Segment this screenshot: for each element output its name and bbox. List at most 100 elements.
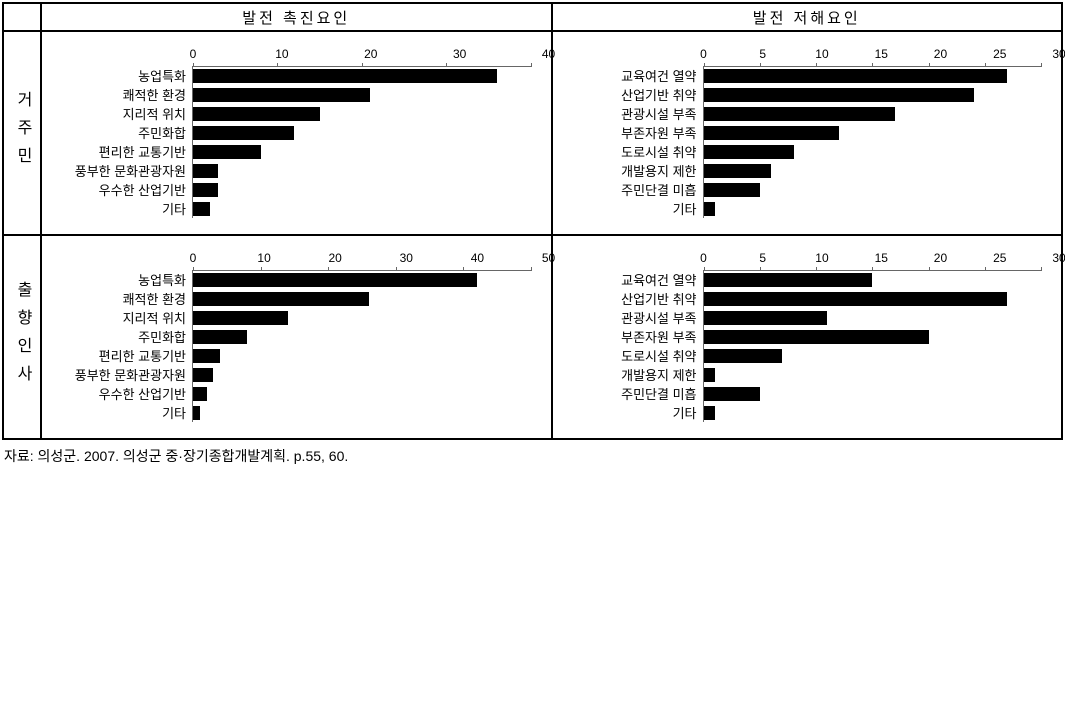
bar bbox=[193, 164, 218, 178]
bar bbox=[704, 164, 772, 178]
category-label: 지리적 위치 bbox=[50, 104, 192, 123]
x-tick-label: 10 bbox=[257, 251, 270, 265]
category-label: 지리적 위치 bbox=[50, 308, 192, 327]
x-tick-label: 0 bbox=[190, 251, 197, 265]
column-header-1: 발전 촉진요인 bbox=[41, 3, 552, 31]
category-label: 기타 bbox=[561, 403, 703, 422]
category-label: 편리한 교통기반 bbox=[50, 346, 192, 365]
category-label: 기타 bbox=[50, 403, 192, 422]
bar bbox=[704, 202, 715, 216]
category-label: 주민단결 미흡 bbox=[561, 180, 703, 199]
x-tick-label: 25 bbox=[993, 47, 1006, 61]
corner-cell bbox=[3, 3, 41, 31]
x-tick-label: 0 bbox=[700, 47, 707, 61]
category-label: 교육여건 열약 bbox=[561, 66, 703, 85]
category-label: 도로시설 취약 bbox=[561, 346, 703, 365]
bar bbox=[193, 183, 218, 197]
column-header-2: 발전 저해요인 bbox=[552, 3, 1063, 31]
category-label: 우수한 산업기반 bbox=[50, 384, 192, 403]
x-tick-label: 20 bbox=[934, 251, 947, 265]
x-tick-label: 10 bbox=[815, 47, 828, 61]
category-label: 기타 bbox=[561, 199, 703, 218]
bar bbox=[704, 107, 895, 121]
bar bbox=[704, 145, 794, 159]
category-label: 풍부한 문화관광자원 bbox=[50, 161, 192, 180]
bar bbox=[193, 387, 207, 401]
chart-bottom-left: 농업특화쾌적한 환경지리적 위치주민화합편리한 교통기반풍부한 문화관광자원우수… bbox=[41, 235, 552, 439]
chart-top-left: 농업특화쾌적한 환경지리적 위치주민화합편리한 교통기반풍부한 문화관광자원우수… bbox=[41, 31, 552, 235]
category-label: 주민단결 미흡 bbox=[561, 384, 703, 403]
row-label-1: 거주민 bbox=[3, 31, 41, 235]
chart-bottom-right: 교육여건 열약산업기반 취약관광시설 부족부존자원 부족도로시설 취약개발용지 … bbox=[552, 235, 1063, 439]
x-tick-label: 5 bbox=[759, 47, 766, 61]
category-label: 부존자원 부족 bbox=[561, 327, 703, 346]
category-label: 농업특화 bbox=[50, 270, 192, 289]
bar bbox=[193, 145, 261, 159]
category-label: 쾌적한 환경 bbox=[50, 85, 192, 104]
bar bbox=[704, 349, 783, 363]
source-citation: 자료: 의성군. 2007. 의성군 중·장기종합개발계획. p.55, 60. bbox=[2, 440, 1063, 466]
category-label: 농업특화 bbox=[50, 66, 192, 85]
x-tick-label: 15 bbox=[875, 47, 888, 61]
x-tick-label: 30 bbox=[400, 251, 413, 265]
x-tick-label: 10 bbox=[275, 47, 288, 61]
chart-grid: 발전 촉진요인 발전 저해요인 거주민 농업특화쾌적한 환경지리적 위치주민화합… bbox=[2, 2, 1063, 440]
category-label: 교육여건 열약 bbox=[561, 270, 703, 289]
bar bbox=[704, 368, 715, 382]
bar bbox=[193, 292, 369, 306]
row-label-2: 출향인사 bbox=[3, 235, 41, 439]
bar bbox=[193, 69, 497, 83]
x-tick-label: 30 bbox=[1052, 251, 1065, 265]
category-label: 편리한 교통기반 bbox=[50, 142, 192, 161]
bar bbox=[704, 311, 828, 325]
bar bbox=[193, 330, 247, 344]
category-label: 우수한 산업기반 bbox=[50, 180, 192, 199]
x-axis: 010203040 bbox=[187, 45, 543, 65]
bar bbox=[704, 330, 929, 344]
bar bbox=[193, 273, 477, 287]
bar bbox=[704, 183, 760, 197]
category-label: 쾌적한 환경 bbox=[50, 289, 192, 308]
x-tick-label: 40 bbox=[471, 251, 484, 265]
bar bbox=[704, 292, 1008, 306]
category-label: 개발용지 제한 bbox=[561, 161, 703, 180]
x-tick-label: 15 bbox=[875, 251, 888, 265]
bar bbox=[193, 406, 200, 420]
bar bbox=[704, 88, 974, 102]
category-label: 풍부한 문화관광자원 bbox=[50, 365, 192, 384]
x-tick-label: 30 bbox=[453, 47, 466, 61]
bar bbox=[704, 126, 839, 140]
x-axis: 051015202530 bbox=[698, 45, 1054, 65]
x-tick-label: 20 bbox=[364, 47, 377, 61]
category-label: 관광시설 부족 bbox=[561, 308, 703, 327]
category-label: 관광시설 부족 bbox=[561, 104, 703, 123]
category-label: 산업기반 취약 bbox=[561, 85, 703, 104]
bar bbox=[704, 387, 760, 401]
x-tick-label: 0 bbox=[700, 251, 707, 265]
category-label: 주민화합 bbox=[50, 123, 192, 142]
bar bbox=[193, 126, 294, 140]
bar bbox=[193, 368, 213, 382]
x-tick-label: 10 bbox=[815, 251, 828, 265]
x-tick-label: 5 bbox=[759, 251, 766, 265]
bar bbox=[704, 273, 873, 287]
bar bbox=[193, 202, 210, 216]
chart-top-right: 교육여건 열약산업기반 취약관광시설 부족부존자원 부족도로시설 취약개발용지 … bbox=[552, 31, 1063, 235]
x-axis: 051015202530 bbox=[698, 249, 1054, 269]
category-label: 주민화합 bbox=[50, 327, 192, 346]
x-tick-label: 0 bbox=[190, 47, 197, 61]
category-label: 도로시설 취약 bbox=[561, 142, 703, 161]
x-tick-label: 20 bbox=[329, 251, 342, 265]
x-tick-label: 20 bbox=[934, 47, 947, 61]
bar bbox=[193, 107, 320, 121]
category-label: 산업기반 취약 bbox=[561, 289, 703, 308]
category-label: 부존자원 부족 bbox=[561, 123, 703, 142]
category-label: 개발용지 제한 bbox=[561, 365, 703, 384]
x-tick-label: 30 bbox=[1052, 47, 1065, 61]
bar bbox=[193, 311, 288, 325]
category-label: 기타 bbox=[50, 199, 192, 218]
x-axis: 01020304050 bbox=[187, 249, 543, 269]
bar bbox=[704, 406, 715, 420]
bar bbox=[704, 69, 1008, 83]
x-tick-label: 25 bbox=[993, 251, 1006, 265]
